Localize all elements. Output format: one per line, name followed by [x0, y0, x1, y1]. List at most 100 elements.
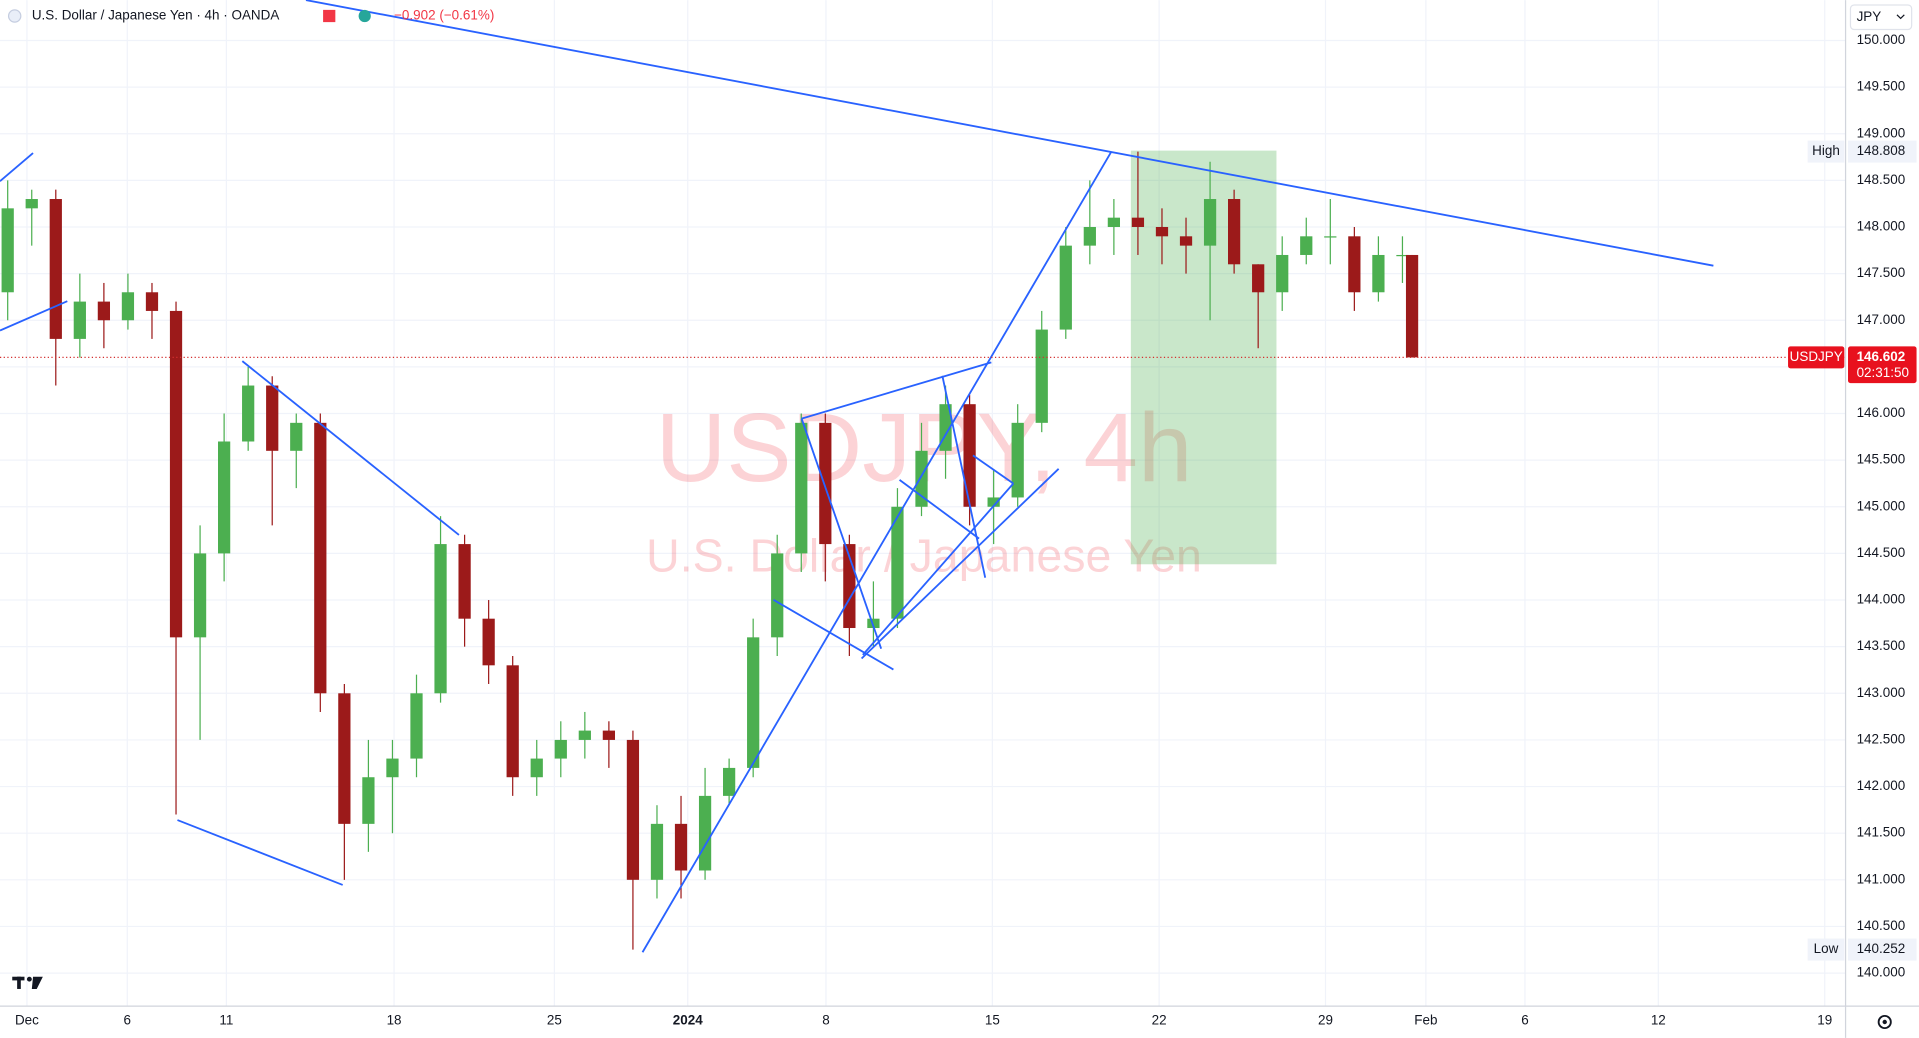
candle-body — [49, 199, 62, 339]
marker-value-box — [1848, 140, 1917, 163]
candle-body — [193, 553, 207, 638]
candle-body — [771, 553, 784, 638]
candle-body — [1348, 236, 1361, 293]
y-tick-label: 149.000 — [1857, 125, 1906, 140]
trendline — [800, 418, 883, 650]
last-price-value: 146.602 — [1857, 349, 1906, 364]
y-tick-label: 144.000 — [1857, 592, 1906, 607]
last-price-name-box — [1788, 346, 1845, 369]
candle-body — [1011, 422, 1024, 498]
trendline — [860, 468, 1060, 660]
trendline — [972, 454, 1014, 485]
last-price-name: USDJPY — [1790, 349, 1843, 364]
chart-title: U.S. Dollar / Japanese Yen · 4h · OANDA — [32, 8, 280, 23]
y-tick-label: 147.500 — [1857, 265, 1906, 280]
candle-body — [795, 422, 808, 554]
candle-body — [1396, 254, 1409, 257]
candle-body — [1228, 199, 1241, 265]
candle-body — [1035, 329, 1048, 423]
candle-body — [1203, 199, 1217, 246]
candle-body — [73, 301, 86, 339]
candle-body — [867, 618, 880, 629]
marker-value: 148.808 — [1857, 143, 1906, 158]
candle-body — [506, 665, 519, 778]
candle-body — [602, 730, 616, 740]
marker-value-box — [1848, 938, 1917, 961]
trendline — [305, 0, 1714, 267]
trendline — [862, 482, 1015, 656]
x-tick-label: 15 — [985, 1012, 1000, 1027]
marker-label-box — [1807, 140, 1845, 163]
broker-icon — [323, 9, 336, 23]
trendline — [773, 598, 894, 671]
y-tick-label: 143.500 — [1857, 638, 1906, 653]
candle-body — [1372, 254, 1385, 293]
candles — [1, 151, 1419, 950]
x-tick-label: 6 — [124, 1012, 131, 1027]
y-tick-label: 145.000 — [1857, 498, 1906, 513]
candle-body — [554, 739, 567, 759]
price-change: −0.902 (−0.61%) — [394, 8, 494, 23]
grid — [0, 0, 1846, 1007]
y-tick-label: 143.000 — [1857, 685, 1906, 700]
x-tick-label: 19 — [1817, 1012, 1832, 1027]
x-tick-label: 18 — [387, 1012, 402, 1027]
candle-body — [362, 777, 375, 824]
trendline — [177, 819, 344, 886]
x-tick-label: 12 — [1651, 1012, 1666, 1027]
y-tick-label: 140.500 — [1857, 918, 1906, 933]
x-tick-label: 22 — [1152, 1012, 1167, 1027]
y-tick-label: 144.500 — [1857, 545, 1906, 560]
x-tick-label: 6 — [1521, 1012, 1528, 1027]
candle-body — [987, 497, 1000, 507]
candle-body — [1107, 217, 1121, 227]
candle-body — [650, 823, 664, 880]
candle-body — [819, 422, 832, 545]
candle-body — [482, 618, 495, 666]
candle-body — [25, 199, 38, 209]
candle-body — [434, 544, 447, 694]
trendline — [0, 300, 68, 332]
candle-body — [674, 823, 688, 871]
x-tick-label: 2024 — [673, 1012, 703, 1027]
last-price-box — [1848, 346, 1917, 384]
y-tick-label: 148.000 — [1857, 219, 1906, 234]
candle-body — [626, 739, 640, 880]
y-tick-label: 147.000 — [1857, 312, 1906, 327]
currency[interactable]: JPY — [1857, 9, 1882, 24]
candle-body — [530, 758, 543, 778]
candle-body — [1405, 254, 1419, 358]
y-tick-label: 141.000 — [1857, 871, 1906, 886]
candle-body — [1324, 236, 1337, 238]
marker-label-box — [1807, 938, 1845, 961]
candle-body — [1059, 245, 1072, 330]
candle-body — [410, 693, 423, 759]
candle-body — [121, 292, 135, 321]
settings-icon-dot — [1882, 1019, 1887, 1025]
candle-body — [314, 422, 327, 694]
candle-body — [1083, 226, 1096, 246]
currency-button[interactable] — [1849, 4, 1913, 31]
y-tick-label: 150.000 — [1857, 32, 1906, 47]
candle-body — [145, 292, 159, 311]
candle-body — [1, 208, 14, 293]
status-icon — [358, 9, 371, 23]
y-tick-label: 140.000 — [1857, 965, 1906, 980]
x-tick-label: 29 — [1318, 1012, 1333, 1027]
countdown: 02:31:50 — [1857, 365, 1909, 380]
y-tick-label: 145.500 — [1857, 452, 1906, 467]
candle-body — [578, 730, 591, 740]
logo — [12, 976, 43, 989]
marker-label: Low — [1814, 941, 1839, 956]
trendline — [0, 152, 34, 182]
candle-body — [97, 301, 111, 321]
settings-icon[interactable] — [1877, 1014, 1892, 1030]
trendline — [241, 360, 460, 536]
candle-body — [338, 693, 351, 824]
candle-body — [891, 506, 904, 619]
watermark-subtitle: U.S. Dollar / Japanese Yen — [646, 530, 1202, 582]
y-tick-label: 141.500 — [1857, 825, 1906, 840]
